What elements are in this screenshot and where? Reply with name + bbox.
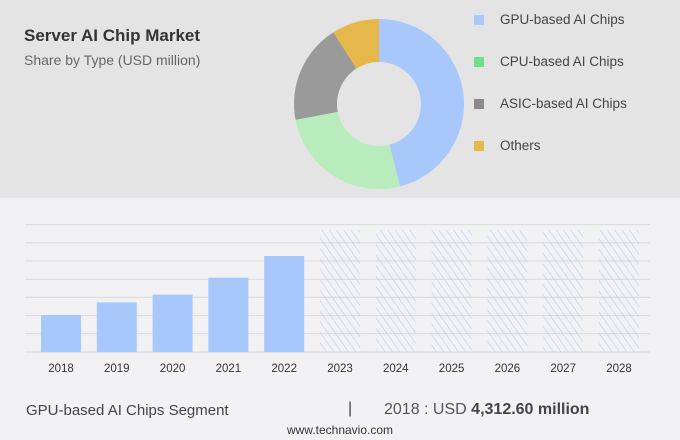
donut-slice <box>379 19 464 187</box>
donut-slice <box>333 19 379 69</box>
x-tick-label: 2022 <box>271 363 297 375</box>
legend-label: Others <box>500 138 541 153</box>
forecast-bar-2023 <box>320 230 360 352</box>
x-tick-label: 2019 <box>104 363 130 375</box>
bar-2021 <box>208 277 249 352</box>
footer-separator: | <box>348 400 353 417</box>
x-tick-label: 2025 <box>439 363 465 375</box>
segment-label: GPU-based AI Chips Segment <box>26 402 229 419</box>
legend-swatch <box>474 98 484 109</box>
x-tick-label: 2027 <box>550 363 576 375</box>
x-tick-label: 2023 <box>327 363 353 375</box>
chart-subtitle: Share by Type (USD million) <box>24 52 201 68</box>
legend-item: CPU-based AI Chips <box>474 54 624 69</box>
legend-label: ASIC-based AI Chips <box>500 96 627 111</box>
x-tick-label: 2024 <box>383 363 409 375</box>
legend-swatch <box>474 14 484 25</box>
chart-title: Server AI Chip Market <box>24 26 201 45</box>
x-tick-label: 2028 <box>606 363 632 375</box>
x-tick-label: 2021 <box>216 363 242 375</box>
donut-slice <box>295 111 401 190</box>
bar-2019 <box>96 302 137 352</box>
bar-chart: 2018 2019 2020 2021 2022 2023 2024 2025 2026 2027… <box>25 224 650 375</box>
bar-2018 <box>41 314 81 352</box>
forecast-bar-2026 <box>487 230 528 352</box>
legend-item: Others <box>474 138 541 153</box>
website: www.technavio.com <box>286 423 394 437</box>
donut-chart <box>294 19 464 190</box>
segment-value: 2018 : USD 4,312.60 million <box>384 401 589 419</box>
legend-item: ASIC-based AI Chips <box>474 96 627 111</box>
forecast-bar-2028 <box>599 230 639 352</box>
legend-swatch <box>474 56 484 67</box>
legend-item: GPU-based AI Chips <box>474 12 625 27</box>
donut-slice <box>294 32 357 120</box>
forecast-bar-2024 <box>375 230 416 352</box>
forecast-bar-2025 <box>431 230 472 352</box>
bar-2020 <box>152 294 193 352</box>
x-tick-label: 2026 <box>495 363 521 375</box>
x-tick-label: 2020 <box>160 363 186 375</box>
x-tick-label: 2018 <box>48 363 74 375</box>
legend-label: GPU-based AI Chips <box>500 12 625 27</box>
legend-label: CPU-based AI Chips <box>500 54 624 69</box>
bar-2022 <box>264 255 305 352</box>
forecast-bar-2027 <box>543 230 584 352</box>
value-amount: 4,312.60 million <box>471 401 590 418</box>
legend-swatch <box>474 140 484 151</box>
year-label: 2018 : USD <box>384 401 467 418</box>
